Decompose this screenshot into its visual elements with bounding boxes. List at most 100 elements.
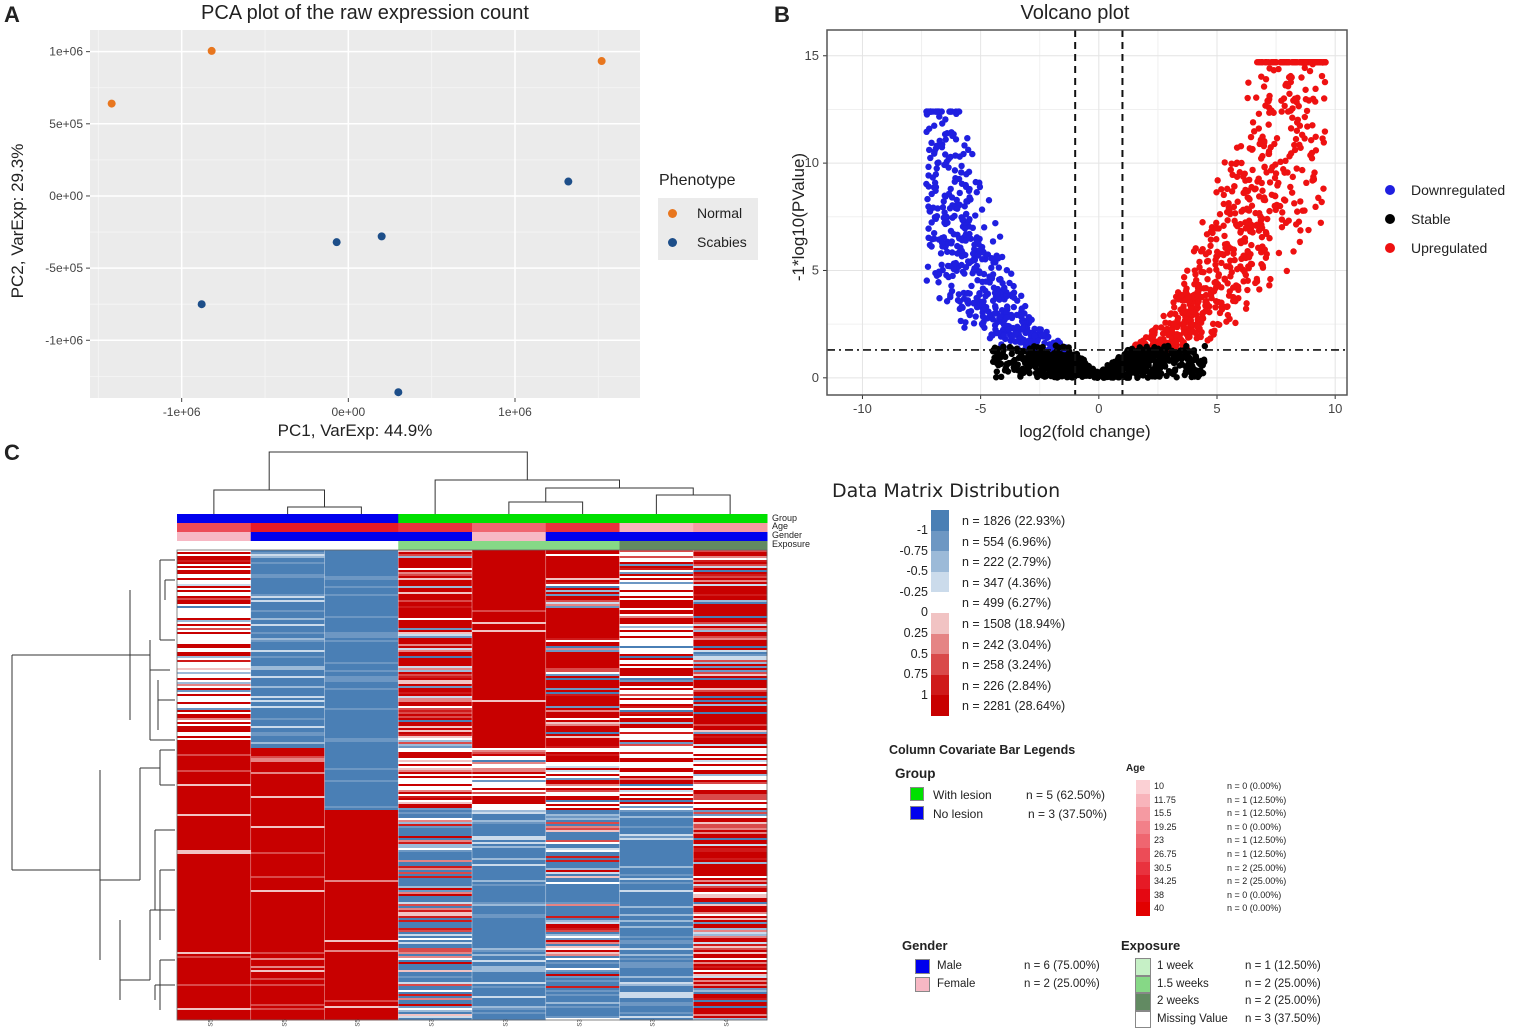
pca-xtick-label: 0e+00 — [331, 405, 365, 419]
heatmap-cell — [545, 862, 620, 865]
heatmap-cell — [177, 920, 252, 923]
heatmap-cell — [250, 584, 325, 587]
heatmap-cell — [250, 968, 325, 971]
heatmap-cell — [693, 742, 768, 745]
volcano-point-down — [1012, 338, 1019, 345]
volcano-point-stable — [1037, 350, 1044, 358]
exposure-count: n = 1 (12.50%) — [1245, 960, 1321, 972]
heatmap-cell — [472, 568, 547, 571]
heatmap-cell — [250, 578, 325, 581]
volcano-point-up — [1196, 264, 1203, 271]
heatmap-cell — [472, 634, 547, 637]
volcano-point-down — [994, 295, 1002, 302]
heatmap-cell — [472, 680, 547, 683]
volcano-point-up — [1237, 238, 1244, 245]
heatmap-cell — [324, 598, 399, 601]
heatmap-cell — [250, 746, 325, 749]
heatmap-cell — [398, 810, 473, 813]
heatmap-cell — [250, 558, 325, 561]
heatmap-cell — [472, 794, 547, 797]
volcano-point-up — [1265, 148, 1273, 155]
heatmap-cell — [472, 706, 547, 709]
volcano-point-up — [1256, 286, 1263, 293]
heatmap-cell — [472, 792, 547, 795]
volcano-point-stable — [1033, 357, 1040, 365]
heatmap-cell — [398, 940, 473, 943]
heatmap-cell — [619, 1000, 694, 1003]
volcano-point-down — [961, 142, 968, 149]
heatmap-cell — [250, 778, 325, 781]
heatmap-cell — [693, 950, 768, 953]
heatmap-cell — [398, 556, 473, 559]
heatmap-cell — [619, 638, 694, 641]
volcano-point-down — [1010, 303, 1018, 311]
heatmap-cell — [250, 598, 325, 601]
volcano-point-up — [1181, 307, 1188, 315]
heatmap-cell — [472, 596, 547, 599]
covariate-legend-title: Column Covariate Bar Legends — [889, 743, 1076, 757]
heatmap-cell — [545, 880, 620, 883]
heatmap-cell — [472, 960, 547, 963]
heatmap-cell — [398, 1008, 473, 1011]
covariate-bar-age — [693, 523, 768, 532]
heatmap-cell — [177, 874, 252, 877]
heatmap-cell — [324, 994, 399, 997]
heatmap-cell — [324, 646, 399, 649]
heatmap-cell — [619, 990, 694, 993]
heatmap-cell — [472, 990, 547, 993]
heatmap-cell — [250, 780, 325, 783]
volcano-point-down — [958, 180, 966, 187]
volcano-point-down — [927, 108, 934, 115]
heatmap-cell — [177, 858, 252, 861]
heatmap-cell — [545, 704, 620, 707]
heatmap-cell — [324, 652, 399, 655]
heatmap-cell — [250, 846, 325, 849]
volcano-point-up — [1215, 273, 1222, 280]
heatmap-cell — [324, 762, 399, 765]
heatmap-cell — [324, 780, 399, 783]
heatmap-column-label: S3 — [651, 1019, 658, 1027]
heatmap-cell — [250, 802, 325, 805]
volcano-point-up — [1321, 128, 1329, 135]
heatmap-cell — [177, 932, 252, 935]
heatmap-cell — [619, 950, 694, 953]
heatmap-cell — [545, 654, 620, 657]
heatmap-cell — [693, 754, 768, 757]
volcano-point-up — [1309, 122, 1316, 129]
volcano-point-up — [1184, 267, 1191, 274]
heatmap-cell — [619, 940, 694, 943]
heatmap-cell — [693, 988, 768, 991]
heatmap-cell — [177, 934, 252, 937]
volcano-point-down — [978, 206, 986, 213]
heatmap-cell — [250, 830, 325, 833]
heatmap-cell — [250, 608, 325, 611]
volcano-point-up — [1271, 202, 1278, 210]
volcano-point-stable — [1059, 355, 1067, 363]
heatmap-cell — [324, 924, 399, 927]
volcano-point-down — [949, 214, 956, 221]
heatmap-column-label: S5 — [356, 1019, 363, 1027]
pca-panel-bg — [90, 30, 640, 398]
covariate-bar-group — [545, 514, 620, 523]
heatmap-cell — [250, 944, 325, 947]
heatmap-cell — [545, 678, 620, 681]
volcano-point-stable — [1199, 369, 1207, 377]
heatmap-cell — [619, 902, 694, 905]
age-count: n = 0 (0.00%) — [1227, 903, 1282, 914]
heatmap-cell — [177, 1016, 252, 1019]
color-scale-tick: 0.75 — [903, 667, 928, 682]
heatmap-cell — [619, 782, 694, 785]
heatmap-cell — [177, 800, 252, 803]
heatmap-cell — [545, 602, 620, 605]
volcano-point-up — [1315, 194, 1322, 202]
color-scale-count: n = 258 (3.24%) — [962, 658, 1052, 673]
heatmap-cell — [250, 958, 325, 961]
heatmap-cell — [472, 876, 547, 879]
covariate-bar-group — [398, 514, 473, 523]
heatmap-cell — [619, 552, 694, 555]
volcano-point-up — [1241, 235, 1249, 242]
heatmap-cell — [693, 646, 768, 649]
heatmap-cell — [619, 1012, 694, 1015]
heatmap-cell — [545, 936, 620, 939]
heatmap-cell — [472, 938, 547, 941]
